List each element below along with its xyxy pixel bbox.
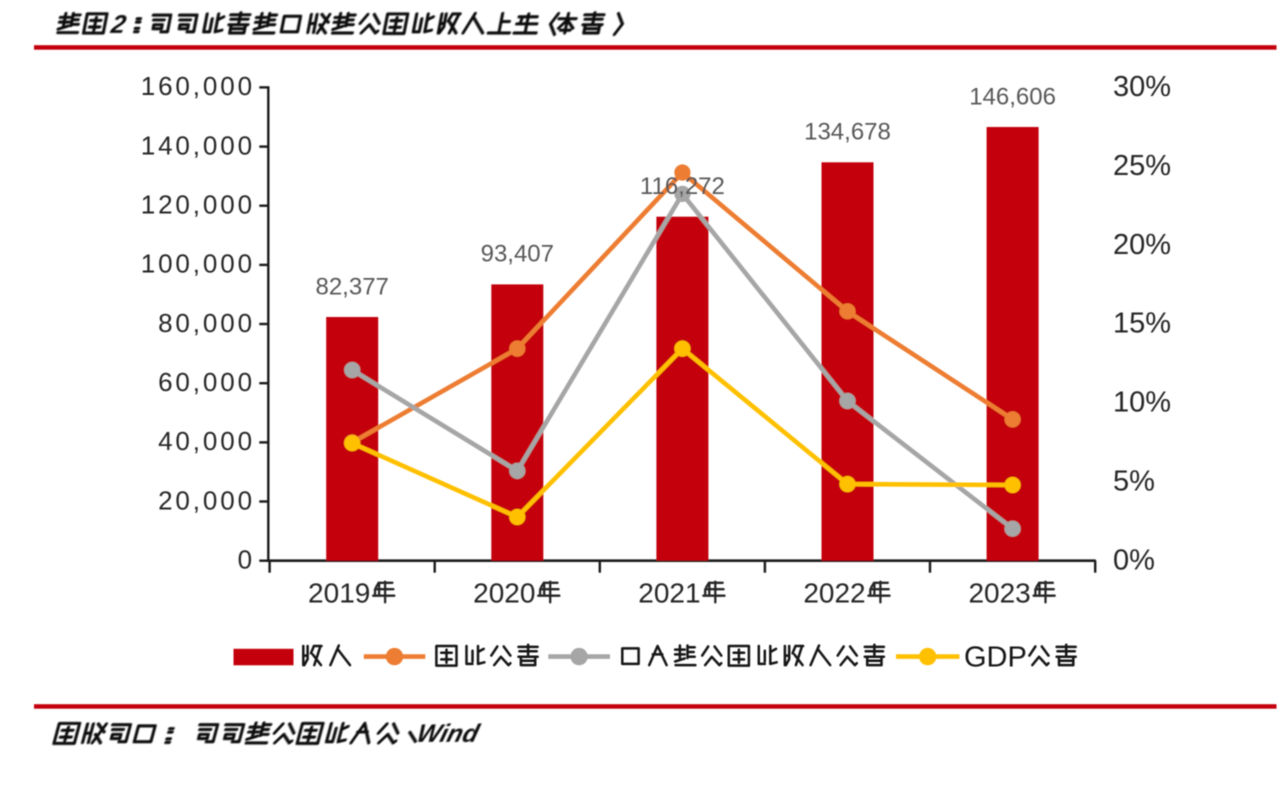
svg-text:10%: 10% [1113, 387, 1171, 419]
svg-text:2021: 2021 [638, 577, 700, 608]
svg-text:GDP: GDP [964, 642, 1027, 674]
svg-text:2: 2 [108, 11, 128, 39]
svg-text:2019: 2019 [308, 577, 370, 608]
svg-text:0: 0 [238, 545, 255, 575]
svg-text:93,407: 93,407 [481, 241, 554, 268]
svg-text:134,678: 134,678 [804, 119, 891, 146]
svg-text:140,000: 140,000 [141, 130, 255, 160]
svg-text:82,377: 82,377 [315, 273, 388, 300]
svg-text:20%: 20% [1113, 229, 1171, 261]
svg-text:2020: 2020 [473, 577, 535, 608]
svg-text:15%: 15% [1113, 308, 1171, 340]
svg-text:0%: 0% [1113, 544, 1155, 576]
svg-text:40,000: 40,000 [158, 426, 255, 456]
svg-text:5%: 5% [1113, 465, 1155, 497]
svg-text:80,000: 80,000 [158, 308, 255, 338]
svg-text:20,000: 20,000 [158, 485, 255, 515]
svg-text:Wind: Wind [414, 720, 483, 748]
svg-text:2022: 2022 [803, 577, 865, 608]
svg-text:120,000: 120,000 [141, 190, 255, 220]
svg-text:60,000: 60,000 [158, 367, 255, 397]
svg-text:160,000: 160,000 [141, 71, 255, 101]
svg-text:116,272: 116,272 [640, 173, 725, 200]
svg-text:30%: 30% [1113, 71, 1171, 103]
svg-text:25%: 25% [1113, 150, 1171, 182]
svg-text:146,606: 146,606 [969, 83, 1056, 110]
svg-text:2023: 2023 [968, 577, 1030, 608]
svg-text:100,000: 100,000 [141, 249, 255, 279]
